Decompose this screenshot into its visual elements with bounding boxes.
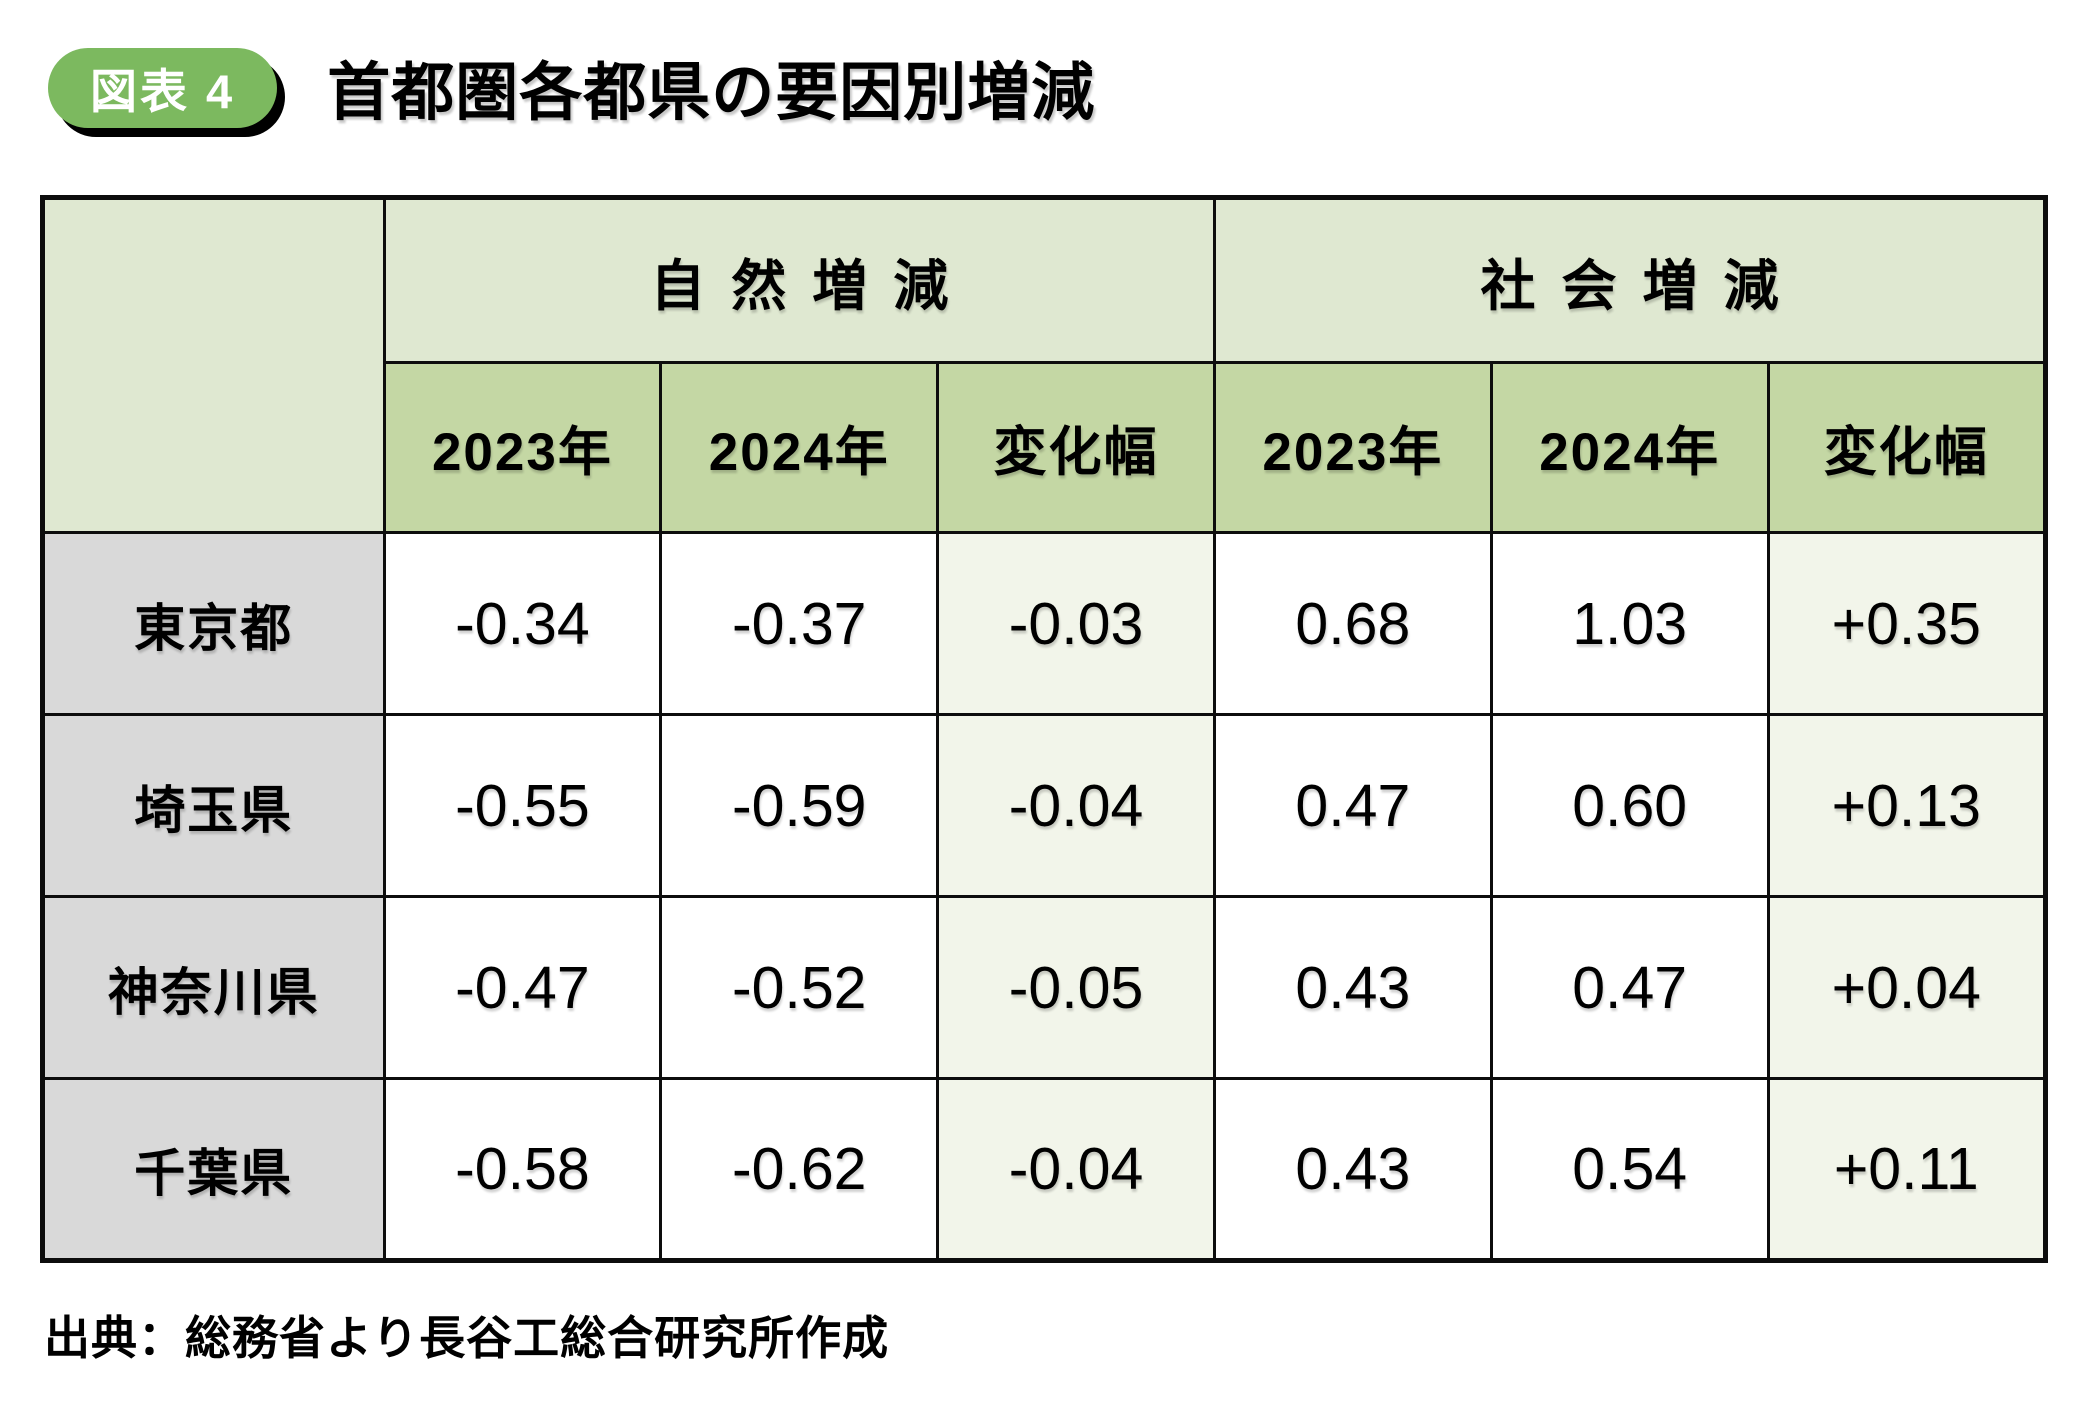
cell-kanagawa-natural-change: -0.05 (936, 895, 1216, 1080)
cell-chiba-natural-change: -0.04 (936, 1077, 1216, 1262)
cell-chiba-natural-2023: -0.58 (382, 1077, 663, 1262)
prefecture-factor-table: 自然増減 社会増減 2023年 2024年 変化幅 2023年 2024年 変化… (40, 195, 2048, 1263)
cell-saitama-natural-2024: -0.59 (659, 713, 940, 898)
group-header-social: 社会増減 (1212, 196, 2048, 364)
cell-chiba-natural-2024: -0.62 (659, 1077, 940, 1262)
cell-saitama-natural-change: -0.04 (936, 713, 1216, 898)
row-label-chiba: 千葉県 (41, 1077, 386, 1262)
source-note: 出典：総務省より長谷工総合研究所作成 (44, 1312, 890, 1364)
sub-header-social-change: 変化幅 (1766, 361, 2048, 534)
cell-tokyo-social-2024: 1.03 (1489, 531, 1770, 716)
sub-header-natural-2023: 2023年 (382, 361, 663, 534)
cell-kanagawa-social-2024: 0.47 (1489, 895, 1770, 1080)
cell-tokyo-natural-change: -0.03 (936, 531, 1216, 716)
cell-saitama-social-change: +0.13 (1766, 713, 2048, 898)
table-row-saitama: 埼玉県 -0.55 -0.59 -0.04 0.47 0.60 +0.13 (41, 713, 2048, 898)
cell-kanagawa-social-change: +0.04 (1766, 895, 2048, 1080)
table-row-kanagawa: 神奈川県 -0.47 -0.52 -0.05 0.43 0.47 +0.04 (41, 895, 2048, 1080)
figure-number-badge: 図表 4 (48, 47, 278, 128)
row-label-kanagawa: 神奈川県 (41, 895, 386, 1080)
sub-header-row: 2023年 2024年 変化幅 2023年 2024年 変化幅 (43, 361, 2048, 534)
group-header-row: 自然増減 社会増減 (41, 196, 2048, 534)
cell-chiba-social-2024: 0.54 (1489, 1077, 1770, 1262)
cell-saitama-social-2024: 0.60 (1489, 713, 1770, 898)
sub-header-natural-change: 変化幅 (936, 361, 1216, 534)
cell-kanagawa-social-2023: 0.43 (1212, 895, 1493, 1080)
sub-header-social-2024: 2024年 (1489, 361, 1770, 534)
figure-number-label: 図表 4 (90, 65, 236, 118)
cell-tokyo-natural-2023: -0.34 (382, 531, 663, 716)
cell-chiba-social-change: +0.11 (1766, 1077, 2048, 1262)
figure-header: 図表 4 首都圏各都県の要因別増減 (48, 42, 1095, 133)
corner-cell (41, 196, 386, 534)
row-label-tokyo: 東京都 (41, 531, 386, 716)
row-label-saitama: 埼玉県 (41, 713, 386, 898)
cell-saitama-social-2023: 0.47 (1212, 713, 1493, 898)
table-row-chiba: 千葉県 -0.58 -0.62 -0.04 0.43 0.54 +0.11 (41, 1077, 2048, 1262)
table-row-tokyo: 東京都 -0.34 -0.37 -0.03 0.68 1.03 +0.35 (41, 531, 2048, 716)
cell-kanagawa-natural-2023: -0.47 (382, 895, 663, 1080)
cell-saitama-natural-2023: -0.55 (382, 713, 663, 898)
cell-tokyo-natural-2024: -0.37 (659, 531, 940, 716)
sub-header-natural-2024: 2024年 (659, 361, 940, 534)
cell-kanagawa-natural-2024: -0.52 (659, 895, 940, 1080)
page-title: 首都圏各都県の要因別増減 (327, 58, 1096, 128)
cell-chiba-social-2023: 0.43 (1212, 1077, 1493, 1262)
sub-header-social-2023: 2023年 (1212, 361, 1493, 534)
cell-tokyo-social-2023: 0.68 (1212, 531, 1493, 716)
cell-tokyo-social-change: +0.35 (1766, 531, 2048, 716)
group-header-natural: 自然増減 (382, 196, 1216, 364)
